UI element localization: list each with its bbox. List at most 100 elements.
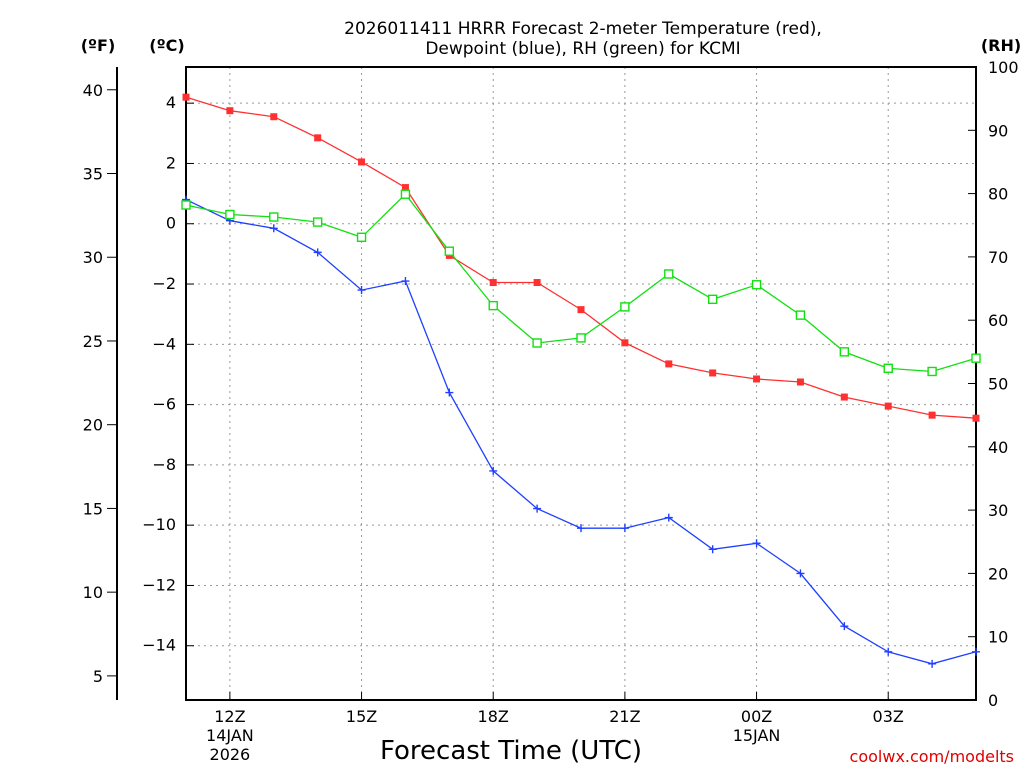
fahrenheit-tick-label: 10 [83, 583, 103, 602]
data-series [181, 93, 981, 668]
rh-tick-label: 80 [988, 185, 1008, 204]
temperature-point [533, 279, 541, 287]
celsius-tick-label: 0 [166, 214, 176, 233]
rh-point [312, 217, 323, 227]
fahrenheit-unit-label: (ºF) [81, 36, 116, 55]
plot-frame [185, 66, 977, 701]
dewpoint-point [401, 277, 410, 286]
temperature-point [489, 279, 497, 287]
temperature-point [358, 158, 366, 166]
rh-tick-label: 20 [988, 564, 1008, 583]
dewpoint-line [185, 199, 977, 665]
fahrenheit-tick-label: 30 [83, 248, 103, 267]
time-tick-label: 12Z [214, 707, 245, 726]
temperature-point [226, 107, 234, 115]
credit-text: coolwx.com/modelts [850, 747, 1014, 766]
temperature-point [665, 360, 673, 368]
rh-point [356, 232, 367, 242]
rh-point [181, 200, 191, 210]
celsius-unit-label: (ºC) [149, 36, 184, 55]
rh-point [576, 333, 586, 343]
celsius-tick-label: −8 [152, 455, 176, 474]
time-tick-label: 21Z [609, 707, 640, 726]
dewpoint-point [840, 622, 849, 631]
celsius-tick-label: −4 [152, 334, 176, 353]
rh-point [620, 302, 630, 312]
time-tick-label: 03Z [873, 707, 904, 726]
rh-point [971, 353, 981, 363]
dewpoint-point [445, 388, 454, 397]
dewpoint-point [928, 659, 937, 668]
rh-tick-label: 30 [988, 501, 1008, 520]
temperature-point [928, 411, 936, 419]
dewpoint-point [533, 504, 542, 513]
dewpoint-point [708, 545, 717, 554]
dewpoint-series [182, 195, 980, 668]
chart-title-line-1: 2026011411 HRRR Forecast 2-meter Tempera… [344, 19, 822, 39]
dewpoint-point [664, 513, 673, 522]
grid-lines [186, 67, 976, 700]
fahrenheit-tick-label: 40 [83, 81, 103, 100]
year-label: 2026 [210, 745, 251, 764]
celsius-tick-label: −6 [152, 395, 176, 414]
dewpoint-point [972, 647, 980, 656]
time-tick-label: 00Z [741, 707, 772, 726]
dewpoint-point [752, 539, 761, 548]
rh-tick-label: 90 [988, 121, 1008, 140]
rh-point [532, 338, 542, 348]
rh-point [883, 363, 893, 374]
rh-tick-label: 70 [988, 248, 1008, 267]
rh-tick-label: 60 [988, 311, 1008, 330]
rh-tick-label: 50 [988, 375, 1008, 394]
temperature-series [182, 93, 980, 422]
celsius-tick-label: 4 [166, 93, 176, 112]
temperature-point [796, 378, 804, 386]
x-axis-label: Forecast Time (UTC) [380, 736, 642, 766]
fahrenheit-tick-label: 5 [93, 667, 103, 686]
dewpoint-point [357, 286, 366, 295]
dewpoint-point [577, 524, 585, 533]
celsius-tick-label: −10 [142, 515, 176, 534]
temperature-point [884, 402, 892, 410]
rh-point [751, 280, 762, 290]
celsius-tick-label: −2 [152, 274, 176, 293]
fahrenheit-tick-label: 35 [83, 165, 103, 184]
dewpoint-point [796, 569, 805, 578]
temperature-point [401, 184, 409, 192]
fahrenheit-axis-ticks: 40 35 30 25 20 15 10 5 [83, 81, 117, 686]
temperature-point [753, 375, 761, 383]
celsius-tick-label: −14 [142, 636, 176, 655]
temperature-point [709, 369, 717, 377]
rh-point [839, 347, 850, 357]
rh-point [444, 246, 455, 256]
temperature-point [840, 393, 848, 401]
temperature-point [621, 339, 629, 347]
rh-point [795, 310, 806, 320]
temperature-point [577, 306, 585, 314]
dewpoint-point [620, 524, 629, 533]
rh-point [664, 269, 674, 279]
rh-tick-label: 100 [988, 58, 1019, 77]
rh-point [269, 212, 279, 222]
temperature-point [182, 93, 190, 101]
dewpoint-point [884, 647, 893, 656]
dewpoint-point [313, 248, 322, 257]
dewpoint-point [269, 224, 278, 233]
rh-tick-label: 0 [988, 691, 998, 710]
rh-point [927, 366, 937, 377]
chart-title-line-2: Dewpoint (blue), RH (green) for KCMI [425, 39, 740, 59]
rh-tick-label: 10 [988, 628, 1008, 647]
time-tick-label: 18Z [478, 707, 509, 726]
rh-point [707, 294, 718, 305]
dewpoint-point [489, 466, 498, 475]
temperature-line [185, 96, 977, 419]
temperature-point [314, 134, 322, 142]
rh-tick-label: 40 [988, 438, 1008, 457]
rh-point [225, 209, 235, 220]
fahrenheit-tick-label: 20 [83, 416, 103, 435]
time-tick-label: 15Z [346, 707, 377, 726]
rh-line [185, 193, 977, 373]
